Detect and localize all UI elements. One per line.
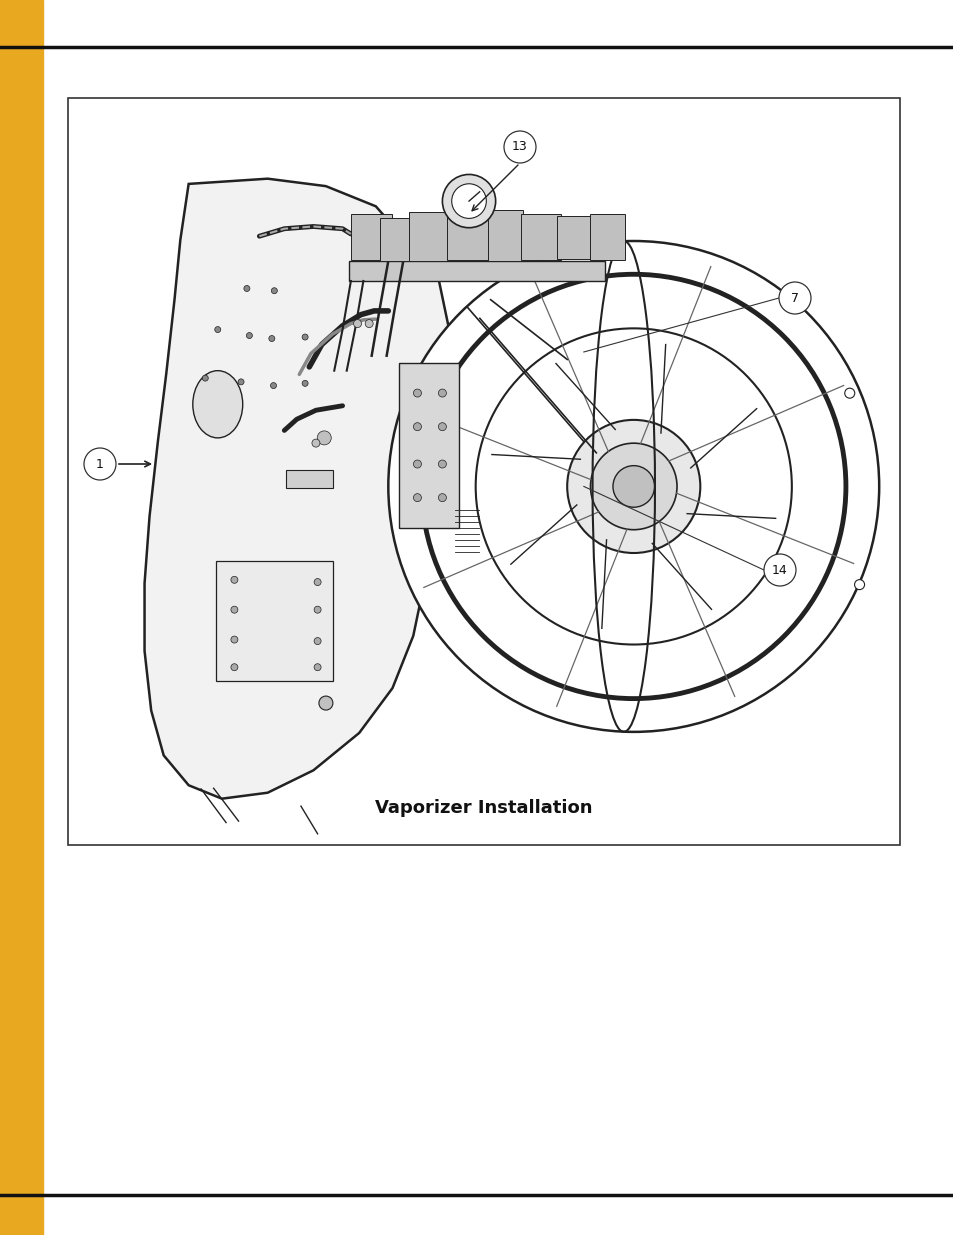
Bar bbox=[379, 217, 413, 261]
Circle shape bbox=[246, 332, 253, 338]
Text: 14: 14 bbox=[771, 563, 787, 577]
Circle shape bbox=[763, 555, 795, 585]
Circle shape bbox=[314, 663, 321, 671]
Circle shape bbox=[231, 606, 237, 614]
Bar bbox=[351, 214, 392, 261]
Circle shape bbox=[590, 443, 677, 530]
Bar bbox=[398, 363, 458, 527]
Circle shape bbox=[244, 285, 250, 291]
Text: 1: 1 bbox=[96, 457, 104, 471]
Circle shape bbox=[302, 333, 308, 340]
Bar bbox=[446, 215, 492, 261]
Circle shape bbox=[84, 448, 116, 480]
Circle shape bbox=[438, 389, 446, 398]
Polygon shape bbox=[145, 179, 450, 799]
Bar bbox=[521, 214, 560, 261]
Circle shape bbox=[214, 326, 220, 332]
Circle shape bbox=[413, 422, 421, 431]
Circle shape bbox=[451, 184, 486, 219]
Bar bbox=[409, 211, 449, 261]
Circle shape bbox=[567, 420, 700, 553]
Circle shape bbox=[438, 422, 446, 431]
Circle shape bbox=[317, 431, 331, 445]
Bar bbox=[349, 261, 604, 282]
Bar bbox=[590, 214, 625, 261]
Circle shape bbox=[354, 320, 361, 327]
Circle shape bbox=[413, 494, 421, 501]
Text: 7: 7 bbox=[790, 291, 799, 305]
Circle shape bbox=[438, 494, 446, 501]
Circle shape bbox=[318, 697, 333, 710]
Circle shape bbox=[231, 636, 237, 643]
Circle shape bbox=[312, 440, 319, 447]
Bar bbox=[286, 471, 333, 488]
Circle shape bbox=[269, 336, 274, 342]
Circle shape bbox=[476, 329, 791, 645]
Circle shape bbox=[413, 459, 421, 468]
Circle shape bbox=[779, 282, 810, 314]
Circle shape bbox=[438, 459, 446, 468]
Bar bbox=[216, 561, 333, 680]
Bar bbox=[0, 0, 43, 1235]
Circle shape bbox=[231, 663, 237, 671]
Circle shape bbox=[413, 389, 421, 398]
Circle shape bbox=[503, 131, 536, 163]
Circle shape bbox=[843, 388, 854, 398]
Ellipse shape bbox=[193, 370, 242, 438]
Circle shape bbox=[314, 606, 321, 614]
Circle shape bbox=[271, 383, 276, 389]
Circle shape bbox=[314, 637, 321, 645]
Circle shape bbox=[442, 174, 496, 227]
Text: 13: 13 bbox=[512, 141, 527, 153]
Bar bbox=[488, 210, 522, 261]
Circle shape bbox=[202, 375, 208, 382]
Bar bbox=[68, 98, 899, 845]
Circle shape bbox=[365, 320, 373, 327]
Circle shape bbox=[388, 241, 879, 732]
Circle shape bbox=[854, 579, 863, 589]
Circle shape bbox=[231, 577, 237, 583]
Circle shape bbox=[302, 380, 308, 387]
Circle shape bbox=[613, 466, 654, 508]
Text: Vaporizer Installation: Vaporizer Installation bbox=[375, 799, 592, 818]
Circle shape bbox=[314, 578, 321, 585]
Circle shape bbox=[238, 379, 244, 385]
Circle shape bbox=[271, 288, 277, 294]
Bar bbox=[557, 216, 597, 259]
